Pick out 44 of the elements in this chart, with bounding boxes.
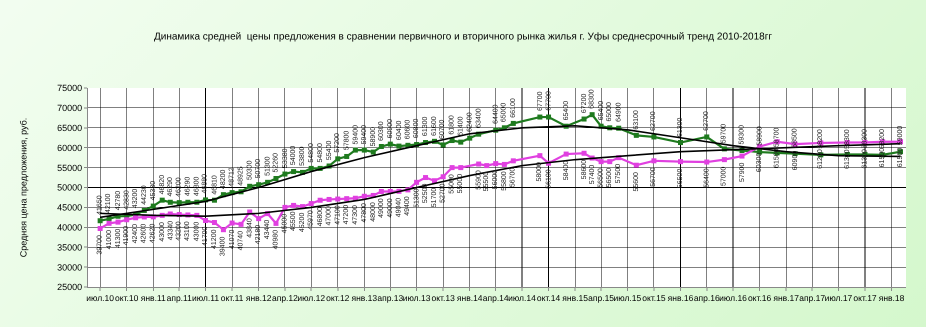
y-tick-label: 40000 bbox=[57, 222, 82, 232]
x-tick-label: июл.10 bbox=[86, 293, 114, 304]
y-tick-label: 75000 bbox=[57, 83, 82, 94]
x-tick-label: окт.10 bbox=[115, 293, 139, 304]
x-tick-label: июл.17 bbox=[824, 293, 853, 304]
x-tick-label: июл.11 bbox=[192, 293, 220, 304]
y-axis-title: Средняя цена предложения, руб. bbox=[18, 118, 29, 258]
x-tick-label: июл.14 bbox=[508, 293, 536, 304]
x-tick-label: апр.17 bbox=[799, 293, 826, 304]
x-tick-label: апр.14 bbox=[482, 293, 509, 304]
x-tick-label: янв.16 bbox=[668, 293, 694, 304]
x-tick-label: окт.16 bbox=[748, 293, 772, 304]
y-tick-label: 50000 bbox=[57, 182, 82, 193]
x-tick-label: янв.14 bbox=[456, 293, 483, 304]
x-tick-label: июл.12 bbox=[297, 293, 326, 304]
x-tick-label: янв.15 bbox=[562, 293, 588, 304]
x-tick-label: апр.15 bbox=[588, 293, 614, 304]
x-tick-label: июл.16 bbox=[719, 293, 748, 304]
x-tick-label: янв.12 bbox=[246, 293, 272, 304]
y-tick-label: 45000 bbox=[57, 202, 82, 213]
x-tick-label: июл.13 bbox=[402, 293, 431, 304]
y-tick-label: 60000 bbox=[57, 142, 82, 153]
y-tick-label: 70000 bbox=[57, 103, 82, 114]
y-tick-label: 55000 bbox=[57, 162, 82, 173]
x-tick-label: окт.11 bbox=[220, 293, 244, 304]
chart-title: Динамика средней цены предложения в сравнении первичного и вторичного рынка жилья г. Уфы среднесрочный тренд 2010-2018гг bbox=[154, 32, 772, 43]
x-tick-label: окт.15 bbox=[642, 293, 666, 304]
x-tick-label: янв.11 bbox=[140, 293, 166, 304]
x-tick-label: апр.13 bbox=[377, 293, 404, 304]
x-tick-label: окт.14 bbox=[536, 293, 560, 304]
x-tick-label: апр.11 bbox=[166, 293, 192, 304]
x-tick-label: июл.15 bbox=[614, 293, 642, 304]
x-tick-label: окт.13 bbox=[431, 293, 456, 304]
x-tick-label: янв.17 bbox=[773, 293, 800, 304]
x-tick-label: янв.13 bbox=[352, 293, 378, 304]
x-tick-label: окт.12 bbox=[326, 293, 350, 304]
x-tick-label: апр.16 bbox=[694, 293, 720, 304]
x-tick-label: апр.12 bbox=[272, 293, 298, 304]
x-tick-label: окт.17 bbox=[853, 293, 877, 304]
y-tick-label: 65000 bbox=[57, 122, 82, 133]
y-tick-label: 35000 bbox=[57, 242, 82, 252]
y-tick-label: 25000 bbox=[57, 282, 82, 292]
y-tick-label: 30000 bbox=[57, 262, 82, 272]
x-tick-label: янв.18 bbox=[878, 293, 905, 304]
